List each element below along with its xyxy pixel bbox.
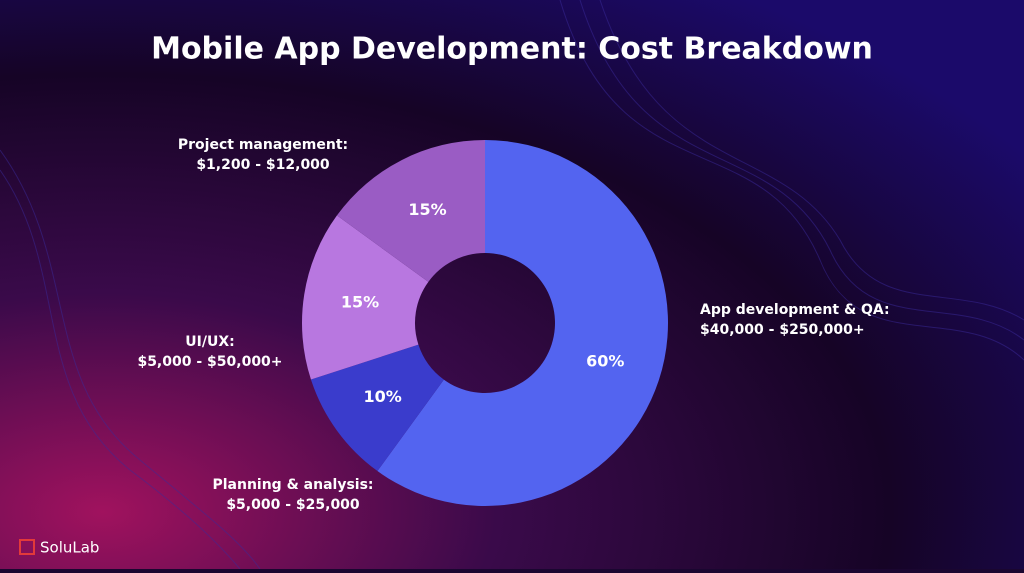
donut-segment [377,140,668,506]
donut-segment [310,344,444,472]
donut-chart: 60% App development & QA: $40,000 - $250,0… [137,137,889,513]
cost-range-label: $5,000 - $50,000+ [137,354,282,370]
logo-text: SoluLab [40,539,99,557]
logo: SoluLab [19,539,99,557]
value-label: 10% [364,387,402,406]
category-label: Planning & analysis: [212,477,373,493]
value-label: 60% [586,352,624,371]
logo-icon [19,539,35,555]
donut-segment [336,140,485,282]
value-label: 15% [408,200,446,219]
cost-range-label: $5,000 - $25,000 [226,497,360,513]
cost-range-label: $1,200 - $12,000 [196,157,330,173]
chart-title: Mobile App Development: Cost Breakdown [151,32,873,67]
category-label: App development & QA: [700,302,890,318]
cost-range-label: $40,000 - $250,000+ [700,322,865,338]
category-label: UI/UX: [185,334,234,350]
category-label: Project management: [178,137,348,153]
value-label: 15% [341,293,379,312]
donut-segment [302,215,429,380]
